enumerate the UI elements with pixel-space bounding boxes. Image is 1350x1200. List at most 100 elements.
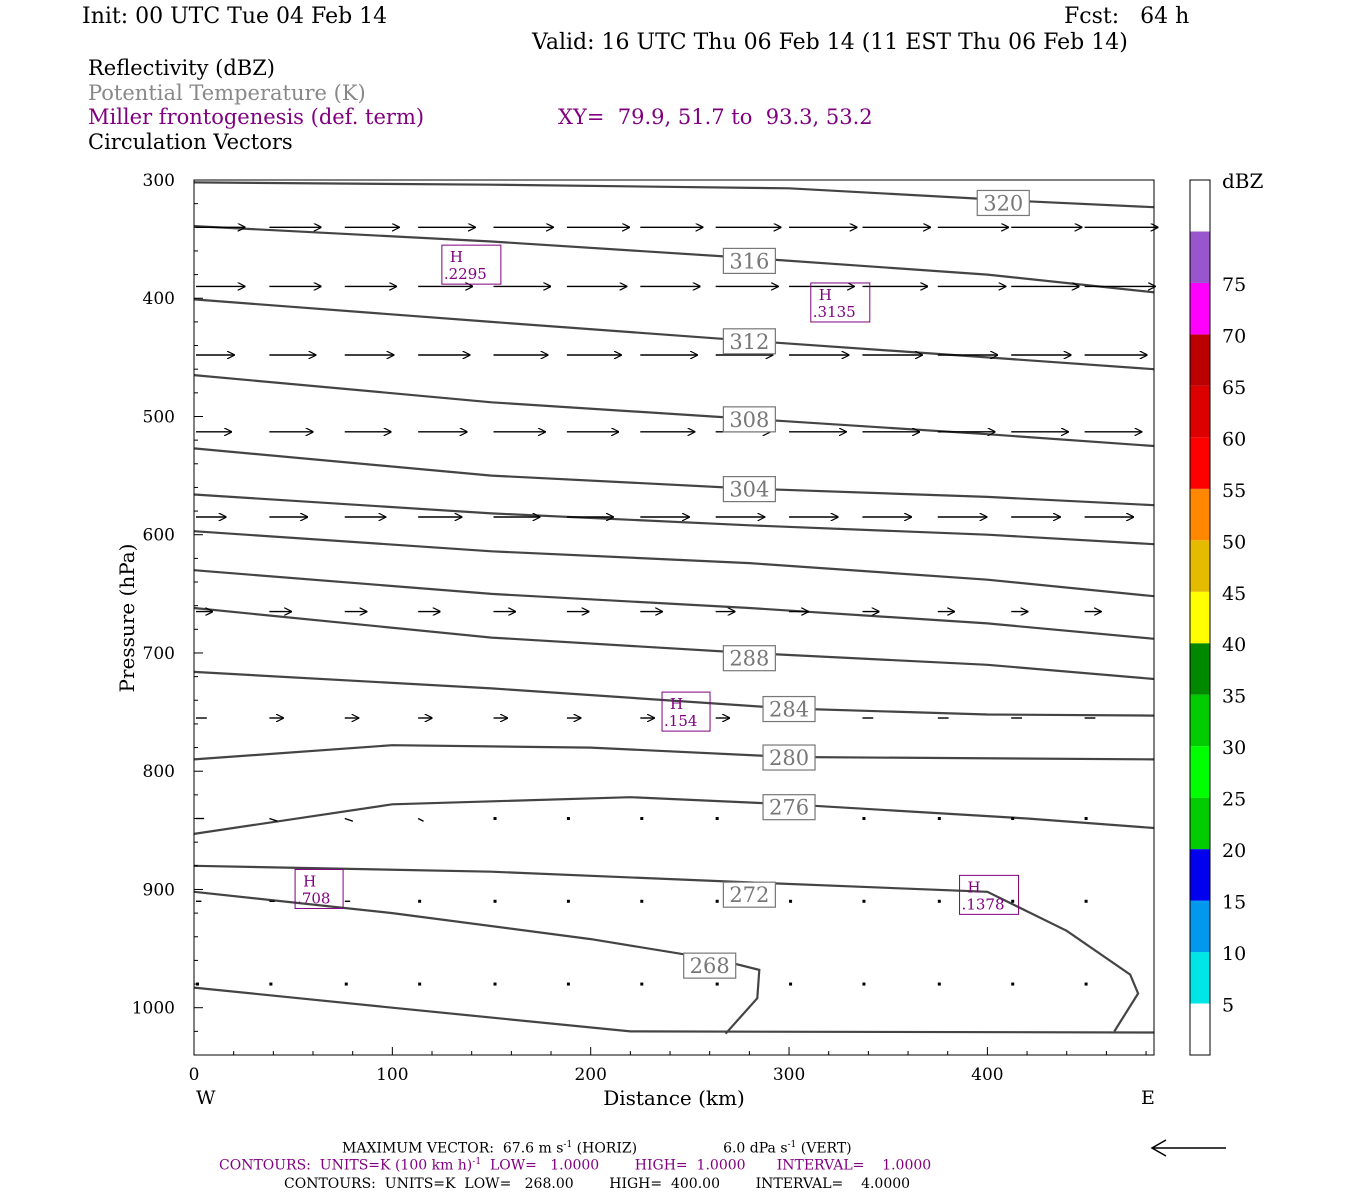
circulation-vector	[344, 817, 354, 822]
circulation-vector	[640, 899, 644, 903]
circulation-vector	[418, 899, 422, 903]
theta-contour-268	[193, 890, 761, 1035]
field-theta: Potential Temperature (K)	[88, 81, 366, 105]
theta-label-316: 316	[722, 247, 776, 275]
reference-vector-head	[1150, 1139, 1167, 1157]
colorbar-segment	[1190, 900, 1210, 953]
circulation-vector	[715, 817, 719, 821]
svg-text:H: H	[968, 878, 981, 896]
theta-label-288: 288	[722, 645, 776, 672]
svg-text:H: H	[303, 872, 316, 890]
theta-contour-312	[193, 298, 1155, 371]
circulation-vector	[937, 817, 941, 821]
circulation-vector	[640, 817, 644, 821]
colorbar-segment	[1190, 488, 1210, 541]
x-axis-title: Distance (km)	[603, 1086, 745, 1110]
max-vector-horiz-unit: (HORIZ)	[572, 1140, 638, 1157]
colorbar-unit: dBZ	[1222, 169, 1264, 193]
y-tick-label: 1000	[132, 999, 175, 1019]
theta-label-320: 320	[976, 189, 1030, 217]
svg-text:320: 320	[983, 191, 1023, 215]
theta-contour-264	[193, 986, 1155, 1034]
colorbar-segment	[1190, 746, 1210, 798]
circulation-vector	[566, 982, 570, 986]
y-tick-label: 300	[143, 171, 175, 191]
theta-contour-316	[193, 225, 1155, 294]
circulation-vector	[269, 817, 278, 822]
frontogenesis-max: H.1378	[959, 874, 1020, 915]
colorbar-segment	[1190, 385, 1210, 438]
colorbar-segment	[1190, 797, 1210, 850]
circulation-vector	[1084, 982, 1088, 986]
colorbar-segment	[1190, 643, 1210, 695]
svg-text:288: 288	[729, 647, 769, 671]
circulation-vector	[418, 982, 422, 986]
frontogenesis-max: H.3135	[810, 282, 871, 323]
max-vector-vert-unit: (VERT)	[796, 1140, 852, 1157]
colorbar: 5 10 15 20 25 30 35 40 45 50 55 60 65 70 75	[1189, 179, 1246, 1056]
theta-contour-296	[193, 530, 1155, 598]
y-tick-label: 800	[143, 762, 175, 782]
frontogenesis-units-exponent: -1	[472, 1157, 482, 1167]
footer-theta-contours: CONTOURS: UNITS=K LOW= 268.00 HIGH= 400.…	[284, 1176, 911, 1192]
colorbar-label: 65	[1222, 377, 1246, 399]
theta-label-272: 272	[722, 881, 776, 908]
max-vector-vert: 6.0 dPa s	[723, 1140, 788, 1157]
colorbar-label: 25	[1222, 789, 1246, 811]
max-vector-horiz-exponent: -1	[563, 1140, 573, 1150]
svg-text:280: 280	[769, 746, 809, 770]
colorbar-segment	[1190, 591, 1210, 644]
svg-text:H: H	[670, 695, 683, 713]
circulation-vector	[789, 982, 793, 986]
frontogenesis-range: LOW= 1.0000 HIGH= 1.0000 INTERVAL= 1.000…	[481, 1157, 932, 1174]
colorbar-label: 60	[1222, 428, 1246, 450]
colorbar-segment	[1190, 1003, 1210, 1055]
colorbar-segment	[1190, 437, 1210, 489]
theta-contour-320	[193, 181, 1155, 209]
circulation-vector	[715, 899, 719, 903]
circulation-vector	[1011, 817, 1015, 821]
max-vector-vert-exponent: -1	[787, 1140, 797, 1150]
init-time: Init: 00 UTC Tue 04 Feb 14	[82, 4, 388, 29]
x-tick-label: 100	[376, 1065, 408, 1085]
theta-contour-308	[193, 374, 1155, 448]
x-tick-label: 400	[971, 1065, 1003, 1085]
y-tick-label: 400	[143, 289, 175, 309]
circulation-vector	[1084, 899, 1088, 903]
forecast-hour: Fcst: 64 h	[1064, 4, 1190, 29]
theta-contour-304	[193, 447, 1155, 507]
svg-text:316: 316	[729, 249, 769, 273]
theta-label-312: 312	[722, 328, 776, 355]
theta-label-268: 268	[683, 952, 737, 979]
footer-frontogenesis-contours: CONTOURS: UNITS=K (100 km h)-1 LOW= 1.00…	[219, 1158, 931, 1173]
circulation-vector	[344, 982, 348, 986]
colorbar-label: 35	[1222, 686, 1246, 708]
colorbar-label: 40	[1222, 634, 1246, 656]
circulation-vector	[862, 899, 866, 903]
colorbar-label: 45	[1222, 583, 1246, 605]
svg-text:308: 308	[729, 408, 769, 432]
circulation-vector	[417, 817, 424, 822]
circulation-vector	[715, 982, 719, 986]
colorbar-label: 30	[1222, 737, 1246, 759]
theta-contour-288	[193, 606, 1155, 681]
colorbar-segment	[1190, 334, 1210, 386]
cross-section-endpoints: XY= 79.9, 51.7 to 93.3, 53.2	[558, 105, 873, 129]
theta-contour-276	[193, 796, 1155, 835]
svg-text:.708: .708	[297, 889, 330, 907]
circulation-vector	[1011, 899, 1015, 903]
circulation-vector	[640, 982, 644, 986]
svg-text:276: 276	[769, 796, 809, 820]
frontogenesis-max: H.154	[661, 691, 711, 732]
colorbar-label: 15	[1222, 892, 1246, 914]
svg-text:.154: .154	[664, 712, 697, 730]
frontogenesis-max: H.2295	[441, 244, 502, 285]
colorbar-label: 5	[1222, 995, 1234, 1017]
circulation-vector	[493, 982, 497, 986]
x-end-label-east: E	[1141, 1087, 1155, 1109]
frontogenesis-max: H.708	[294, 868, 344, 909]
circulation-vector	[862, 982, 866, 986]
x-tick-label: 200	[574, 1065, 606, 1085]
field-circulation: Circulation Vectors	[88, 130, 293, 154]
